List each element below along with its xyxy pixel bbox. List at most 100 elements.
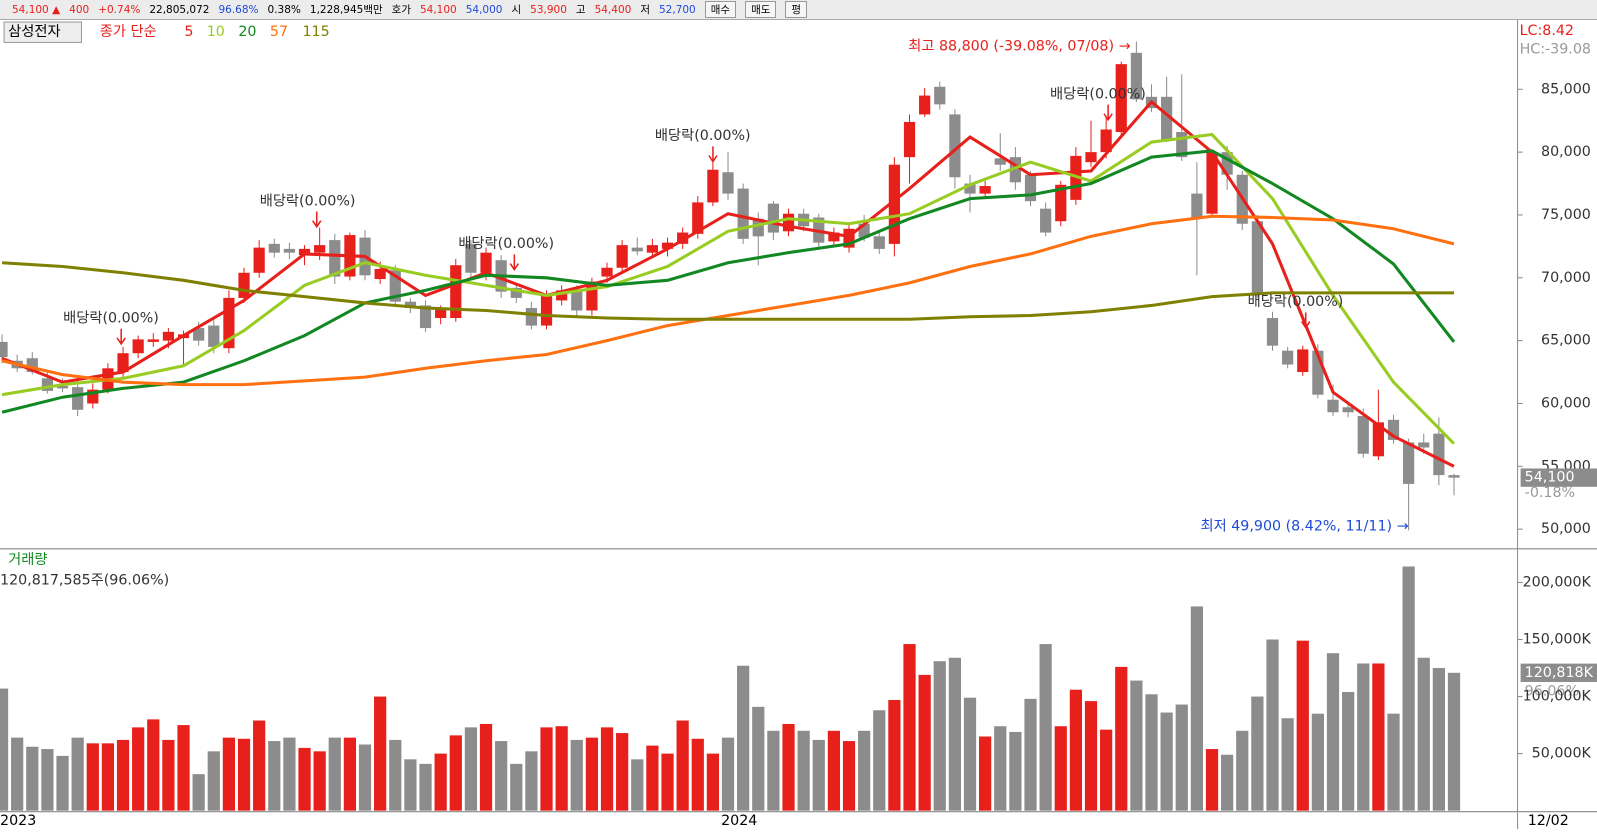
volume-bar <box>1024 698 1037 811</box>
volume-bar <box>374 696 387 811</box>
candle-body <box>1085 152 1097 163</box>
sell-button[interactable]: 매도 <box>745 1 777 18</box>
volume-bar <box>948 657 962 811</box>
hc-label: HC:-39.08 <box>1520 42 1591 58</box>
volume-bar <box>192 774 205 811</box>
candle-body <box>949 114 961 178</box>
volume-bar <box>858 730 871 811</box>
volume-bar <box>1190 606 1203 811</box>
last-price-box <box>1520 468 1597 487</box>
volume-bar <box>71 737 84 811</box>
volume-bar <box>328 737 341 811</box>
candle-body <box>1282 350 1294 365</box>
volume-bar <box>313 751 326 811</box>
candle-body <box>1100 129 1112 153</box>
candle-body <box>919 95 931 115</box>
rate: +0.74% <box>98 3 141 16</box>
volume-bar <box>1432 668 1445 811</box>
volume-bar <box>631 759 644 811</box>
legend-entry: 10 <box>207 24 225 40</box>
volume-bar <box>767 730 780 811</box>
candle-body <box>843 228 855 248</box>
annotation: 배당락(0.00%) <box>1248 293 1344 310</box>
annotation-arrow <box>708 146 718 164</box>
y-tick-label: 80,000 <box>1541 144 1591 160</box>
candle-body <box>1372 422 1384 457</box>
candle-body <box>480 252 492 273</box>
candle-body <box>586 281 598 311</box>
annotation: 배당락(0.00%) <box>63 310 159 327</box>
volume-bar <box>570 739 583 811</box>
y-tick-label: 100,000K <box>1523 689 1592 705</box>
candle-body <box>193 328 205 341</box>
annotation: 배당락(0.00%) <box>260 192 356 209</box>
volume-bar <box>903 644 916 811</box>
buy-button[interactable]: 매수 <box>704 1 737 18</box>
annotation: 배당락(0.00%) <box>458 235 554 252</box>
volume-bar <box>1100 729 1113 811</box>
candle-body <box>722 172 734 194</box>
volume-bar <box>116 739 130 811</box>
volume-bar <box>737 665 750 811</box>
annotation-arrow <box>1301 312 1311 330</box>
volume-bar <box>555 726 568 811</box>
volume-bar <box>1251 696 1264 811</box>
chart: 삼성전자 종가 단순 LC:8.42 HC:-39.08 -0.18% 거래량 … <box>0 20 1597 829</box>
volume-bar <box>479 723 493 811</box>
candle-body <box>873 236 885 249</box>
volume-bar <box>343 737 357 811</box>
y-tick-label: 200,000K <box>1523 574 1592 590</box>
candle-body <box>1009 157 1021 183</box>
volume-bar <box>1311 713 1324 811</box>
low: 52,700 <box>659 3 696 16</box>
y-tick-label: 60,000 <box>1541 395 1591 411</box>
candle-body <box>253 247 265 273</box>
candle-body <box>329 240 341 277</box>
volume-bar <box>1417 657 1430 811</box>
annotation-arrow <box>1103 104 1113 122</box>
candle-body <box>374 269 386 280</box>
low-label: 저 <box>640 4 650 16</box>
candle-body <box>1266 318 1279 346</box>
legend-entry: 5 <box>184 24 193 40</box>
stock-name: 삼성전자 <box>8 23 60 40</box>
volume-bar <box>963 697 977 811</box>
candle-body <box>661 242 674 249</box>
legend-entry: 115 <box>302 24 329 40</box>
candle-body <box>208 325 220 347</box>
volume-bar <box>11 737 24 811</box>
volume-bar <box>706 753 720 811</box>
volume-bar <box>585 737 599 811</box>
ma-line <box>1 149 1456 414</box>
candle-body <box>268 243 280 253</box>
volume-bar <box>1372 663 1385 811</box>
candle-body <box>117 353 129 373</box>
volume-bar <box>691 738 704 811</box>
high: 54,400 <box>594 3 632 16</box>
volume-bar <box>600 727 614 811</box>
candle-body <box>1040 208 1052 233</box>
volume-bar <box>1342 691 1355 811</box>
volume-bar <box>237 738 251 811</box>
last-ratio: 96.06% <box>1525 683 1579 699</box>
annotation-arrow <box>116 328 126 346</box>
candle-body <box>510 287 522 298</box>
candle-body <box>1312 350 1324 395</box>
high-annotation: 최고 88,800 (-39.08%, 07/08) → <box>908 37 1130 54</box>
volume-bar <box>434 753 447 811</box>
candle-body <box>298 248 311 256</box>
candle-body <box>314 245 326 253</box>
last-volume-box <box>1520 663 1597 682</box>
volume-bar <box>1145 694 1158 811</box>
candle-body <box>1327 399 1339 413</box>
candle-body <box>465 243 477 273</box>
volume-bar <box>162 739 175 811</box>
amount: 1,228,945백만 <box>309 4 383 16</box>
legend-entry: 57 <box>270 24 288 40</box>
volume-bar <box>721 737 735 811</box>
volume-subtitle: 120,817,585주(96.06%) <box>0 572 169 588</box>
volume-bar <box>101 743 115 811</box>
candle-body <box>404 301 417 308</box>
avg-button[interactable]: 평 <box>785 1 808 18</box>
